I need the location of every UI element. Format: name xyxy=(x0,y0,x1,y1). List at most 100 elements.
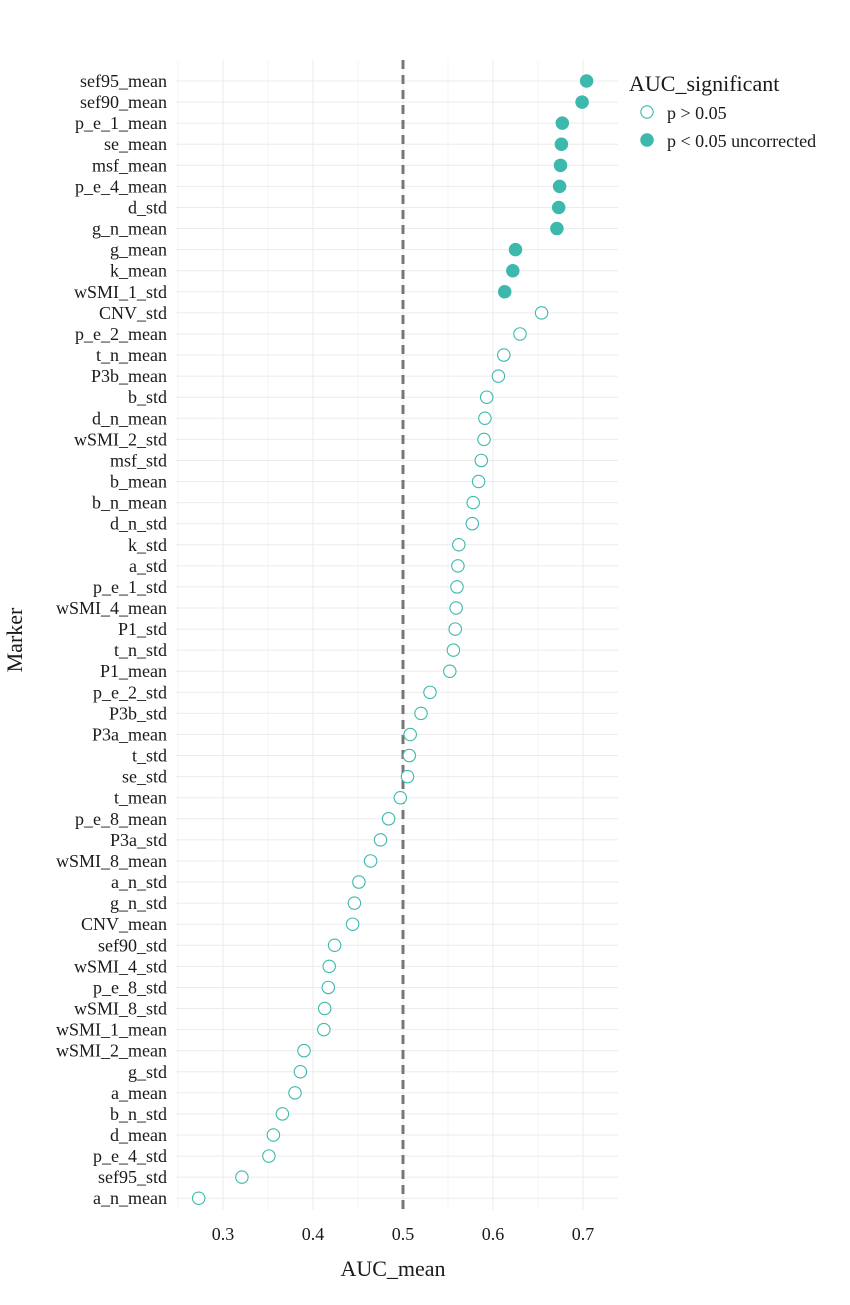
y-tick-label: b_n_mean xyxy=(92,493,167,513)
point-significant xyxy=(508,242,523,257)
y-tick-label: b_std xyxy=(128,387,167,407)
point-nonsignificant xyxy=(446,643,461,657)
point-significant xyxy=(553,158,568,173)
point-nonsignificant xyxy=(451,559,465,573)
y-tick-label: a_n_mean xyxy=(93,1188,167,1208)
point-nonsignificant xyxy=(465,516,480,531)
y-tick-label: k_mean xyxy=(110,261,167,281)
y-tick-label: se_mean xyxy=(104,134,167,154)
point-nonsignificant xyxy=(373,833,388,847)
legend-label-significant: p < 0.05 uncorrected xyxy=(667,131,816,151)
y-tick-label: msf_std xyxy=(110,450,167,470)
y-tick-label: p_e_4_std xyxy=(93,1146,167,1166)
x-tick-label: 0.5 xyxy=(392,1224,415,1244)
y-tick-label: d_n_mean xyxy=(92,408,167,428)
x-tick-labels: 0.3 0.4 0.5 0.6 0.7 xyxy=(212,1224,595,1244)
point-significant xyxy=(579,74,594,88)
y-tick-label: p_e_4_mean xyxy=(75,176,167,196)
y-tick-label: se_std xyxy=(122,767,167,787)
point-nonsignificant xyxy=(317,1022,331,1037)
point-nonsignificant xyxy=(262,1149,276,1163)
y-tick-label: a_n_std xyxy=(111,872,167,892)
x-axis-title: AUC_mean xyxy=(340,1256,445,1281)
legend-title: AUC_significant xyxy=(629,71,779,96)
point-nonsignificant xyxy=(235,1170,249,1184)
y-tick-label: sef95_std xyxy=(98,1167,167,1187)
point-nonsignificant xyxy=(393,790,408,805)
y-axis-title: Marker xyxy=(2,607,27,672)
point-nonsignificant xyxy=(275,1107,290,1121)
y-tick-label: sef95_mean xyxy=(80,71,167,91)
y-tick-label: g_n_mean xyxy=(92,219,167,239)
y-tick-label: wSMI_2_mean xyxy=(56,1041,167,1061)
point-nonsignificant xyxy=(266,1128,281,1142)
point-nonsignificant xyxy=(466,495,480,510)
y-tick-label: t_n_std xyxy=(114,640,167,660)
y-tick-label: wSMI_4_std xyxy=(74,956,167,976)
point-significant xyxy=(550,221,564,236)
point-significant xyxy=(554,137,569,151)
y-tick-label: p_e_8_std xyxy=(93,977,167,997)
y-tick-label: P3b_std xyxy=(109,703,167,723)
legend-label-nonsignificant: p > 0.05 xyxy=(667,103,727,123)
y-tick-label: g_std xyxy=(128,1062,167,1082)
point-nonsignificant xyxy=(449,601,463,615)
y-tick-label: P1_std xyxy=(118,619,167,639)
y-tick-label: wSMI_8_std xyxy=(74,999,167,1019)
point-nonsignificant xyxy=(317,1001,332,1016)
point-nonsignificant xyxy=(400,769,415,784)
point-significant xyxy=(555,116,570,130)
point-nonsignificant xyxy=(497,348,511,362)
point-nonsignificant xyxy=(443,664,457,678)
y-tick-label: g_n_std xyxy=(110,893,167,913)
y-tick-labels: sef95_meansef90_meanp_e_1_meanse_meanmsf… xyxy=(56,71,167,1208)
y-tick-label: wSMI_2_std xyxy=(74,429,167,449)
y-tick-label: p_e_1_std xyxy=(93,577,167,597)
point-nonsignificant xyxy=(491,369,506,383)
point-nonsignificant xyxy=(534,306,549,320)
point-nonsignificant xyxy=(402,748,417,763)
y-tick-label: b_n_std xyxy=(110,1104,167,1124)
point-nonsignificant xyxy=(288,1086,302,1100)
y-tick-label: msf_mean xyxy=(92,155,167,175)
point-nonsignificant xyxy=(322,959,336,974)
grid-layer xyxy=(176,60,618,1210)
y-tick-label: p_e_8_mean xyxy=(75,809,167,829)
y-tick-label: g_mean xyxy=(110,240,167,260)
y-tick-label: CNV_mean xyxy=(81,914,167,934)
y-tick-label: d_n_std xyxy=(110,514,167,534)
point-significant xyxy=(575,95,589,109)
point-significant xyxy=(497,285,512,299)
y-tick-label: b_mean xyxy=(110,472,167,492)
y-tick-label: p_e_1_mean xyxy=(75,113,167,133)
y-tick-label: sef90_mean xyxy=(80,92,167,112)
y-tick-label: k_std xyxy=(128,535,167,555)
x-tick-label: 0.6 xyxy=(482,1224,505,1244)
point-significant xyxy=(551,200,566,215)
y-tick-label: d_std xyxy=(128,197,167,217)
y-tick-label: P3b_mean xyxy=(91,366,167,386)
points-layer xyxy=(191,74,594,1205)
point-nonsignificant xyxy=(327,938,342,953)
point-nonsignificant xyxy=(471,474,486,489)
point-nonsignificant xyxy=(478,411,492,426)
y-tick-label: a_mean xyxy=(111,1083,167,1103)
y-tick-label: P1_mean xyxy=(100,661,167,681)
point-nonsignificant xyxy=(381,812,396,826)
y-tick-label: wSMI_8_mean xyxy=(56,851,167,871)
point-nonsignificant xyxy=(321,980,336,995)
point-significant xyxy=(506,263,520,278)
y-tick-label: wSMI_4_mean xyxy=(56,598,167,618)
y-tick-label: d_mean xyxy=(110,1125,167,1145)
point-nonsignificant xyxy=(450,580,464,594)
point-nonsignificant xyxy=(403,727,417,742)
point-nonsignificant xyxy=(477,432,491,447)
y-tick-label: sef90_std xyxy=(98,935,167,955)
point-nonsignificant xyxy=(414,706,428,721)
point-nonsignificant xyxy=(448,622,462,636)
x-tick-label: 0.3 xyxy=(212,1224,235,1244)
point-nonsignificant xyxy=(423,685,437,700)
point-nonsignificant xyxy=(352,875,366,889)
